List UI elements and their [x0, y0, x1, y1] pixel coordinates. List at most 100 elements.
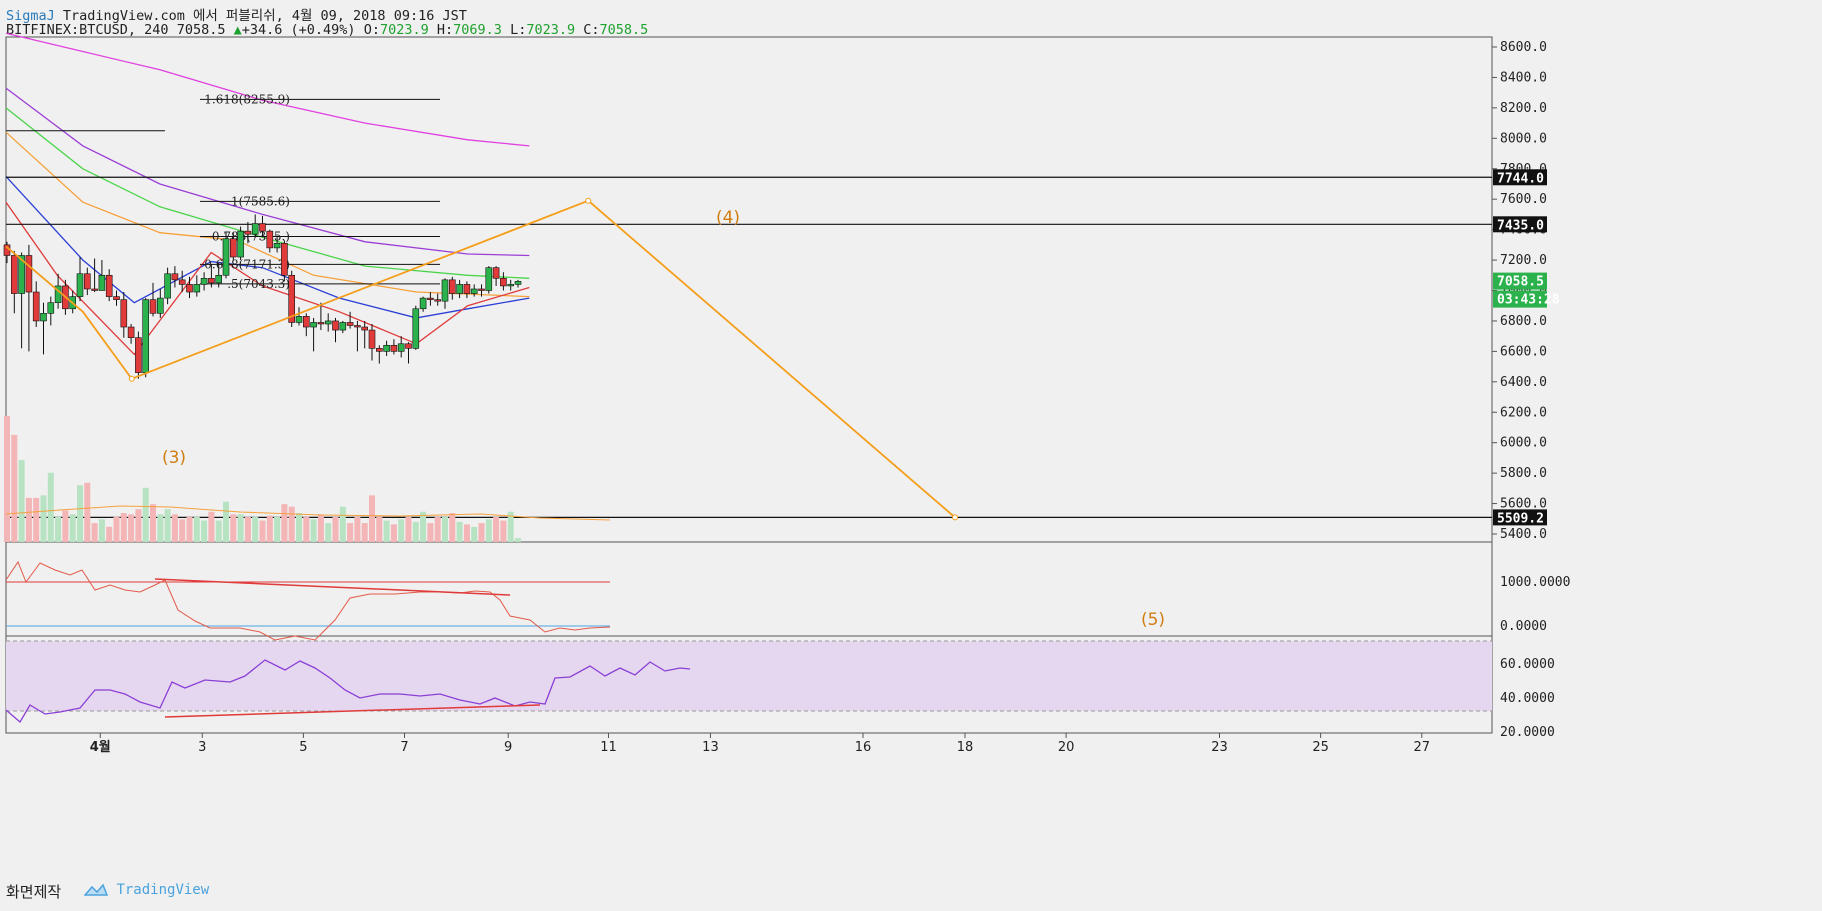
candle-body — [41, 313, 47, 321]
candle-body — [260, 224, 266, 232]
volume-bar — [442, 517, 448, 542]
volume-bar — [187, 517, 193, 542]
volume-bar — [464, 524, 470, 542]
y-axis-label: 8600.0 — [1500, 40, 1547, 55]
volume-bar — [413, 522, 419, 542]
candle-body — [179, 280, 185, 285]
volume-bar — [179, 519, 185, 542]
volume-bar — [362, 523, 368, 542]
volume-bar — [70, 514, 76, 542]
volume-bar — [303, 517, 309, 542]
candle-body — [296, 316, 302, 322]
candle-body — [486, 268, 492, 291]
volume-bar — [238, 514, 244, 542]
candle-body — [99, 275, 105, 290]
candle-body — [303, 316, 309, 327]
candle-body — [493, 268, 499, 279]
rsi-axis-label: 40.0000 — [1500, 691, 1555, 706]
x-axis-label: 4월 — [90, 739, 111, 755]
candle-body — [114, 297, 120, 300]
x-axis-label: 25 — [1312, 740, 1329, 755]
volume-bar — [398, 519, 404, 542]
candle-body — [26, 255, 32, 292]
candle-body — [479, 289, 485, 291]
volume-bar — [48, 473, 54, 542]
candle-body — [369, 330, 375, 348]
candle-body — [515, 281, 521, 284]
candle-body — [413, 309, 419, 349]
candle-body — [354, 326, 360, 328]
volume-bar — [216, 521, 222, 542]
volume-bar — [384, 521, 390, 542]
x-axis-label: 20 — [1058, 740, 1075, 755]
volume-bar — [391, 524, 397, 542]
candle-body — [172, 274, 178, 280]
oscillator-axis-label: 0.0000 — [1500, 619, 1547, 634]
candle-body — [33, 292, 39, 321]
candle-body — [391, 345, 397, 351]
oscillator-pane — [6, 542, 1492, 636]
volume-bar — [449, 513, 455, 542]
wave-label: (4) — [716, 208, 740, 228]
volume-bar — [281, 504, 287, 542]
candle-body — [92, 289, 98, 291]
volume-bar — [486, 519, 492, 542]
candle-body — [442, 280, 448, 301]
volume-bar — [33, 498, 39, 542]
y-axis-label: 5800.0 — [1500, 466, 1547, 481]
candle-body — [135, 338, 141, 373]
candle-body — [208, 278, 214, 283]
candle-body — [325, 321, 331, 324]
wave-label: (3) — [162, 448, 186, 468]
candle-body — [362, 327, 368, 330]
volume-bar — [289, 507, 295, 542]
candle-body — [311, 322, 317, 327]
candle-body — [165, 274, 171, 298]
volume-bar — [106, 527, 112, 542]
candle-body — [216, 275, 222, 283]
volume-bar — [376, 517, 382, 542]
candle-body — [340, 322, 346, 330]
made-with-label: 화면제작 — [6, 881, 61, 902]
volume-bar — [230, 514, 236, 542]
volume-bar — [435, 517, 441, 542]
volume-bar — [311, 519, 317, 542]
rsi-axis-label: 20.0000 — [1500, 725, 1555, 740]
candle-body — [471, 289, 477, 294]
volume-bar — [4, 416, 10, 542]
volume-bar — [500, 521, 506, 542]
volume-bar — [41, 495, 47, 542]
y-axis-label: 6200.0 — [1500, 405, 1547, 420]
candle-body — [187, 284, 193, 292]
last-price-tag-label: 7058.5 — [1497, 275, 1544, 290]
x-axis-label: 27 — [1413, 740, 1430, 755]
volume-bar — [274, 517, 280, 542]
candle-body — [223, 239, 229, 276]
level-tag-label: 7435.0 — [1497, 218, 1544, 233]
volume-bar — [92, 523, 98, 542]
candle-body — [376, 348, 382, 351]
volume-bar — [515, 538, 521, 542]
candle-body — [143, 300, 149, 373]
volume-bar — [296, 513, 302, 542]
volume-bar — [369, 495, 375, 542]
fib-level-label: 1.618(8255.9) — [204, 92, 290, 106]
candle-body — [77, 274, 83, 297]
tradingview-logo-icon — [84, 883, 108, 897]
volume-bar — [77, 485, 83, 542]
candle-body — [48, 303, 54, 314]
fib-level-label: 1(7585.6) — [231, 194, 290, 208]
candle-body — [106, 275, 112, 296]
volume-bar — [165, 509, 171, 542]
volume-bar — [150, 504, 156, 542]
x-axis-label: 16 — [855, 740, 872, 755]
tradingview-brand[interactable]: TradingView — [84, 882, 209, 898]
candle-body — [230, 239, 236, 257]
volume-bar — [252, 517, 258, 542]
oscillator-axis-label: 1000.0000 — [1500, 575, 1570, 590]
volume-bar — [333, 517, 339, 542]
candle-body — [318, 322, 324, 324]
price-chart[interactable]: 8600.08400.08200.08000.07800.07600.07400… — [0, 0, 1822, 911]
y-axis-label: 5600.0 — [1500, 497, 1547, 512]
x-axis-label: 13 — [702, 740, 719, 755]
